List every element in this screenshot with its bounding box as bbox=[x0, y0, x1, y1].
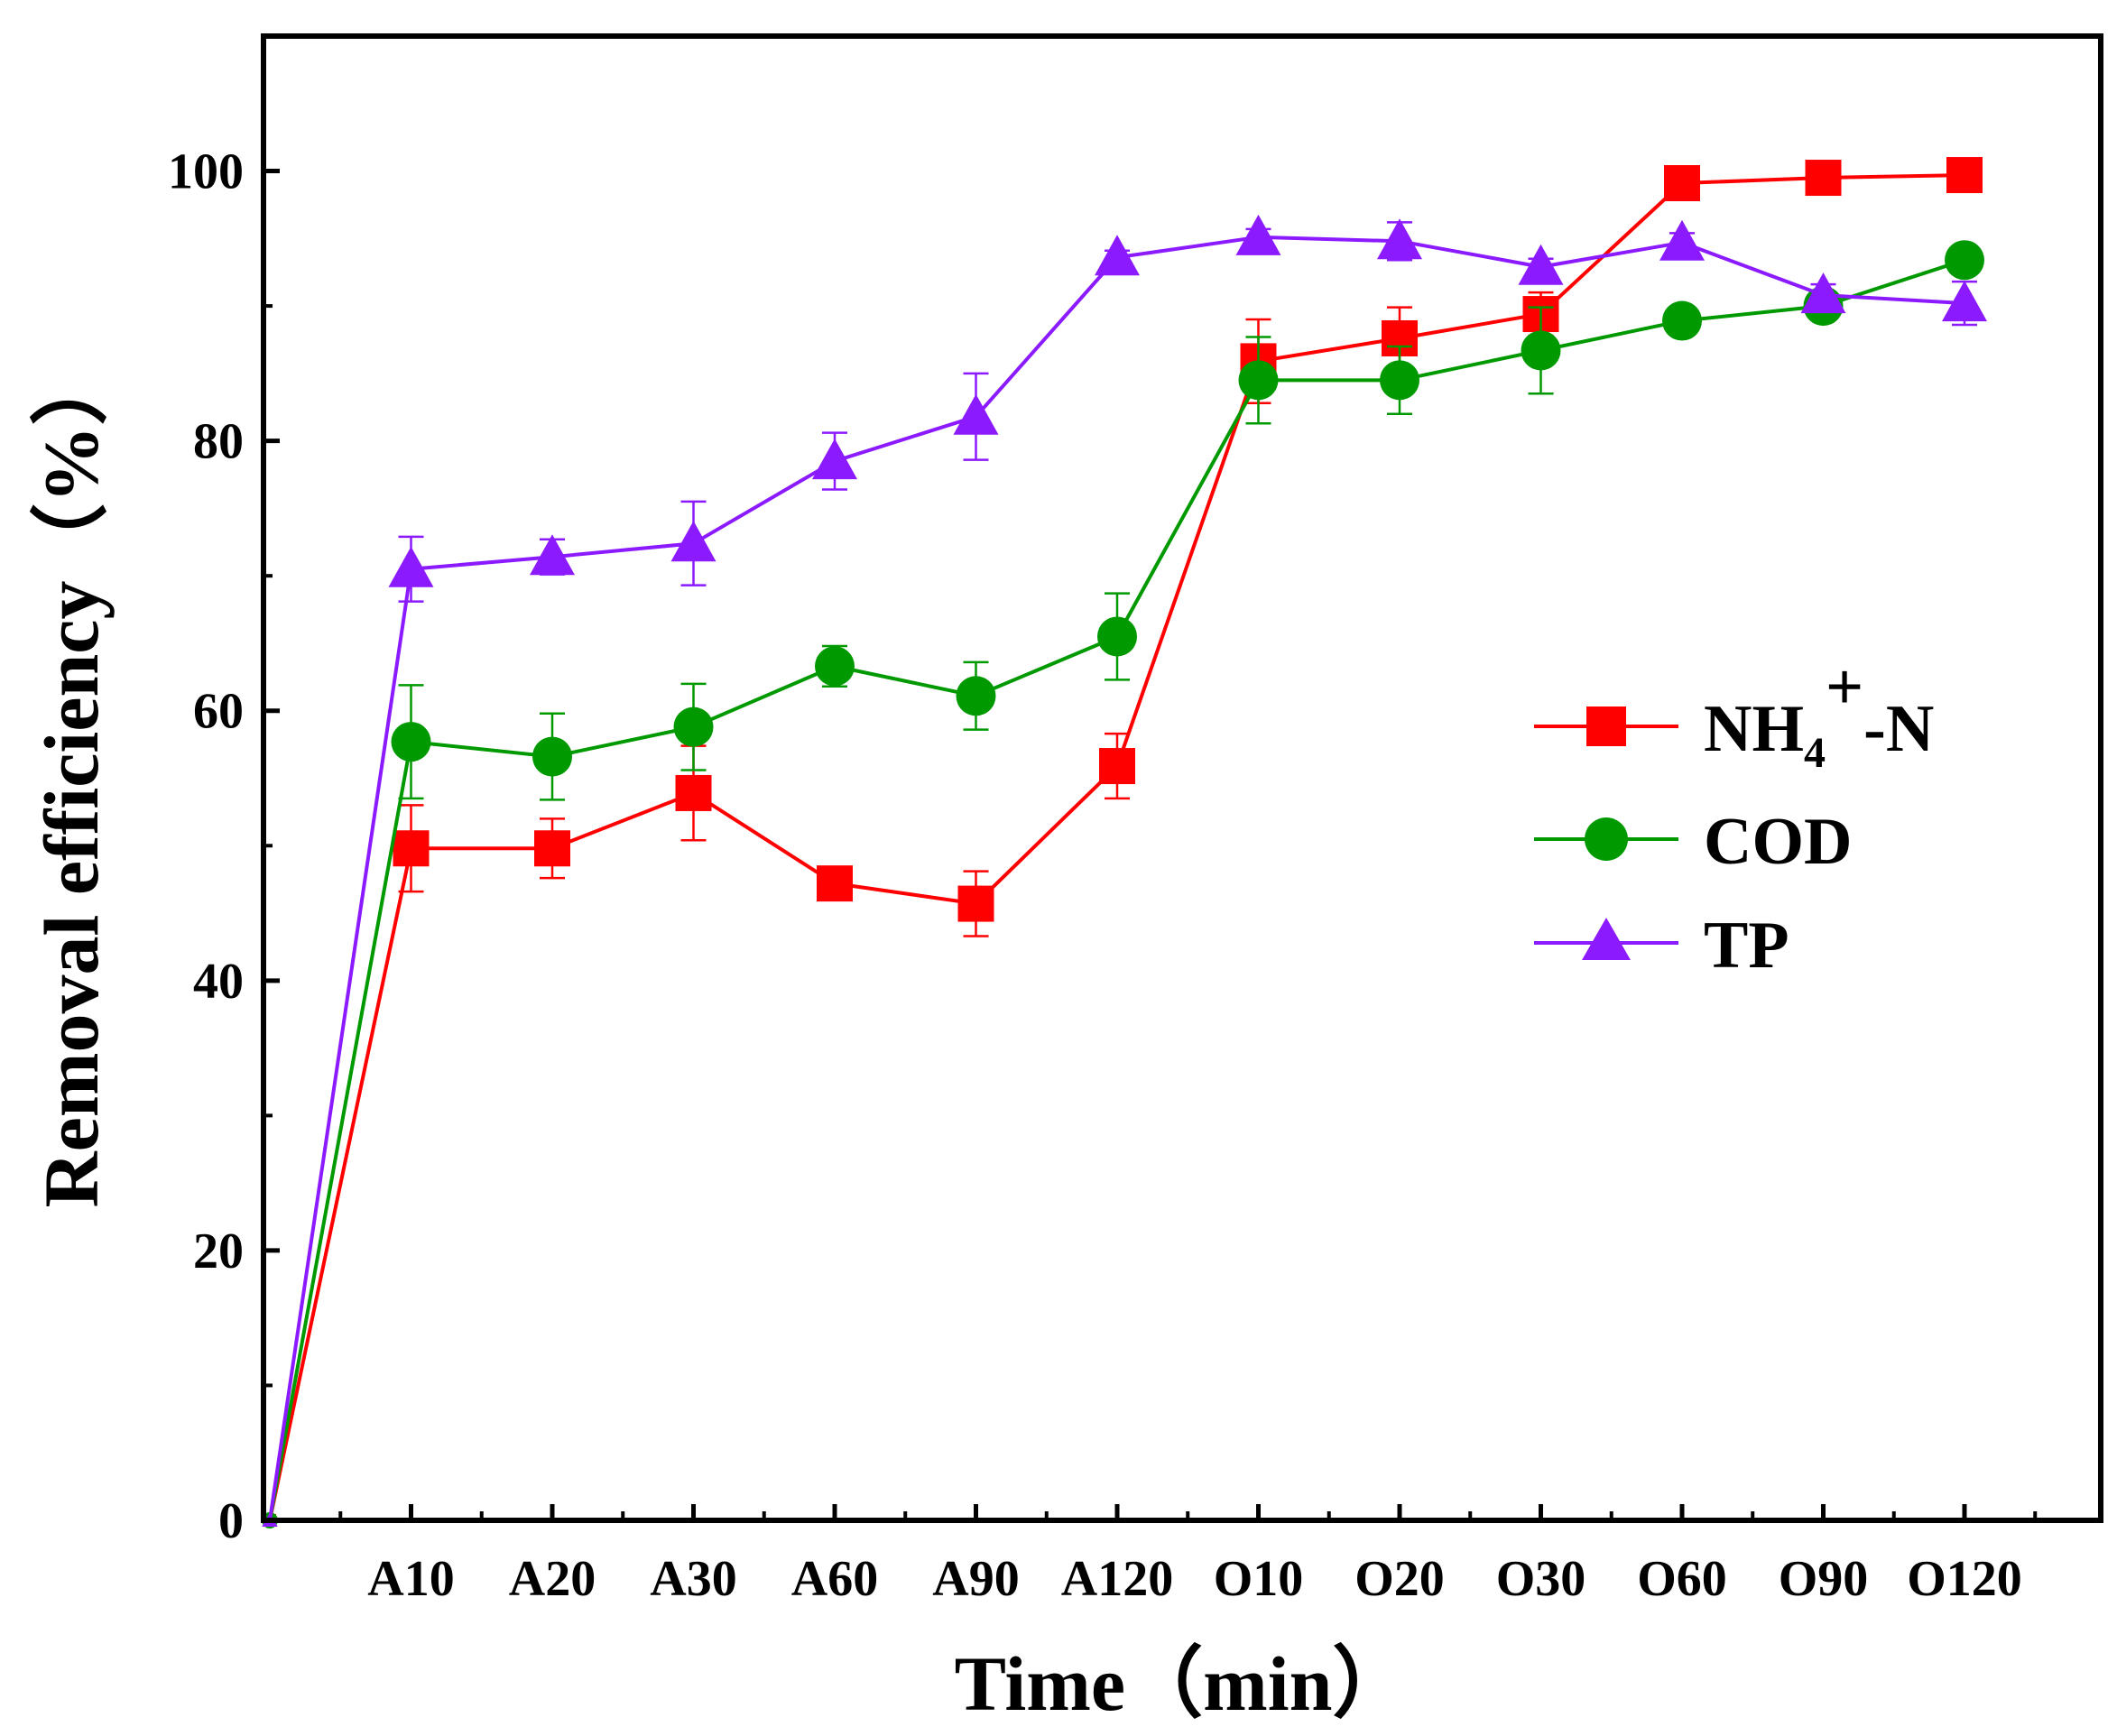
x-tick-label: A30 bbox=[650, 1551, 736, 1607]
legend-tp-marker bbox=[1582, 918, 1631, 960]
data-point bbox=[388, 546, 434, 587]
data-point bbox=[1946, 157, 1983, 194]
data-point bbox=[956, 676, 996, 716]
y-tick-label: 20 bbox=[193, 1224, 244, 1279]
series-layer bbox=[262, 157, 1987, 1528]
x-tick-label: O120 bbox=[1907, 1551, 2022, 1607]
data-point bbox=[1521, 330, 1561, 371]
y-tick-label: 60 bbox=[193, 684, 244, 740]
data-point bbox=[675, 774, 712, 811]
y-tick-label: 80 bbox=[193, 414, 244, 470]
data-point bbox=[1380, 360, 1419, 401]
data-point bbox=[812, 439, 857, 480]
data-point bbox=[1377, 218, 1422, 260]
series-cod bbox=[262, 240, 1984, 1528]
x-tick-label: O60 bbox=[1637, 1551, 1727, 1607]
data-point bbox=[1518, 244, 1564, 285]
data-point bbox=[1235, 214, 1281, 255]
plot-frame bbox=[261, 33, 2103, 1523]
data-point bbox=[1805, 160, 1842, 197]
x-tick-label: O10 bbox=[1214, 1551, 1304, 1607]
y-axis-title: Removal efficiency（%） bbox=[28, 348, 115, 1208]
x-tick-label: A60 bbox=[791, 1551, 878, 1607]
data-point bbox=[391, 722, 431, 762]
series-line bbox=[268, 258, 1965, 1521]
data-point bbox=[1942, 281, 1987, 322]
data-point bbox=[815, 646, 855, 687]
legend-cod-label: COD bbox=[1704, 805, 1852, 879]
series-tp bbox=[262, 214, 1987, 1527]
data-point bbox=[673, 706, 714, 747]
data-point bbox=[1800, 272, 1846, 314]
axis-ticks: 0 20 40 60 80 100 A10 A20 A30 A60 A90 A120 O10 O20 O30… bbox=[168, 34, 2038, 1607]
data-point bbox=[1095, 235, 1140, 276]
data-point bbox=[953, 393, 999, 435]
x-tick-label: A10 bbox=[367, 1551, 454, 1607]
y-tick-label: 40 bbox=[193, 954, 244, 1010]
y-tick-label: 0 bbox=[218, 1493, 244, 1549]
legend-nh4-marker bbox=[1586, 706, 1626, 746]
x-tick-label: A120 bbox=[1061, 1551, 1173, 1607]
x-tick-label: A90 bbox=[932, 1551, 1019, 1607]
x-tick-label: O30 bbox=[1496, 1551, 1586, 1607]
y-tick-label: 100 bbox=[168, 144, 244, 200]
x-axis-title: Time（min） bbox=[955, 1640, 1410, 1727]
legend-cod-marker bbox=[1585, 817, 1628, 861]
x-tick-label: A20 bbox=[509, 1551, 596, 1607]
data-point bbox=[393, 830, 430, 867]
data-point bbox=[1664, 165, 1700, 202]
data-point bbox=[817, 865, 853, 902]
data-point bbox=[670, 521, 716, 562]
data-point bbox=[534, 830, 570, 867]
data-point bbox=[532, 736, 572, 777]
legend-nh4-label: NH4+-N bbox=[1704, 651, 1934, 777]
data-point bbox=[1945, 240, 1984, 281]
data-point bbox=[957, 885, 994, 922]
legend: NH4+-N COD TP bbox=[1534, 651, 1934, 983]
x-tick-label: O90 bbox=[1779, 1551, 1869, 1607]
legend-tp-label: TP bbox=[1704, 909, 1789, 983]
data-point bbox=[1662, 300, 1702, 341]
data-point bbox=[1238, 360, 1279, 401]
data-point bbox=[1659, 219, 1705, 261]
data-point bbox=[1099, 748, 1135, 785]
data-point bbox=[1097, 616, 1137, 657]
data-point bbox=[530, 534, 575, 576]
x-tick-label: O20 bbox=[1354, 1551, 1445, 1607]
